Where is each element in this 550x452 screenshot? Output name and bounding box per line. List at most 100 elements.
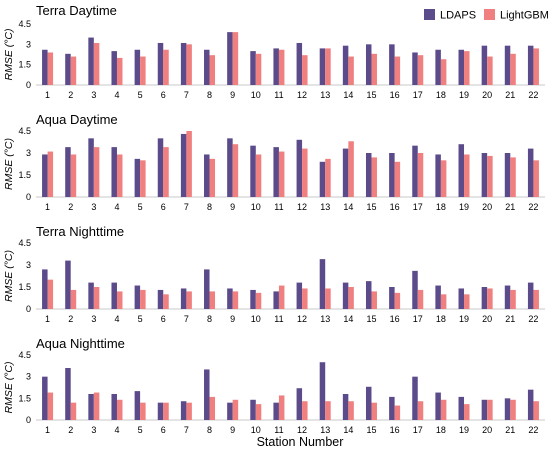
bar-lightgbm-station-9 — [232, 399, 239, 420]
bar-lightgbm-station-18 — [440, 160, 447, 197]
bar-ldaps-station-1 — [42, 49, 48, 85]
bar-lightgbm-station-18 — [440, 399, 447, 420]
bar-ldaps-station-7 — [180, 42, 187, 85]
bar-lightgbm-station-14 — [348, 141, 354, 197]
bar-lightgbm-station-4 — [116, 291, 123, 309]
y-tick-label: 1.5 — [18, 170, 31, 180]
bar-ldaps-station-11 — [273, 291, 279, 309]
bar-lightgbm-station-18 — [440, 59, 447, 85]
bar-ldaps-station-22 — [527, 282, 534, 309]
bar-lightgbm-station-11 — [278, 151, 285, 197]
x-tick-label: 8 — [207, 90, 212, 100]
y-tick-label: 3 — [26, 372, 31, 382]
bar-lightgbm-station-16 — [394, 56, 401, 85]
bar-ldaps-station-6 — [157, 138, 164, 197]
bar-lightgbm-station-5 — [140, 56, 146, 85]
bar-lightgbm-station-2 — [70, 402, 77, 420]
x-tick-label: 10 — [251, 314, 261, 324]
bar-lightgbm-station-12 — [302, 288, 308, 309]
bar-lightgbm-station-12 — [302, 401, 308, 420]
bar-lightgbm-station-22 — [533, 401, 539, 420]
bar-lightgbm-station-7 — [186, 44, 192, 85]
legend-label-ldaps: LDAPS — [440, 10, 476, 22]
bar-lightgbm-station-15 — [371, 157, 377, 197]
x-tick-label: 2 — [68, 425, 73, 435]
bar-ldaps-station-7 — [180, 288, 187, 309]
bar-lightgbm-station-4 — [116, 399, 123, 420]
x-tick-label: 11 — [274, 425, 283, 435]
x-tick-label: 8 — [207, 314, 212, 324]
bar-lightgbm-station-10 — [255, 154, 262, 197]
x-tick-label: 9 — [230, 90, 235, 100]
bar-ldaps-station-13 — [319, 48, 326, 85]
bar-ldaps-station-4 — [111, 51, 117, 85]
bar-lightgbm-station-8 — [209, 55, 216, 85]
bar-lightgbm-station-13 — [325, 288, 331, 309]
bar-lightgbm-station-10 — [255, 404, 262, 420]
bar-lightgbm-station-14 — [348, 287, 354, 309]
bar-ldaps-station-15 — [365, 44, 372, 85]
bar-ldaps-station-12 — [296, 42, 303, 85]
bar-lightgbm-station-11 — [278, 395, 285, 420]
x-tick-label: 15 — [366, 425, 376, 435]
bar-lightgbm-station-1 — [47, 392, 54, 420]
bar-lightgbm-station-14 — [348, 56, 354, 85]
y-tick-label: 4.5 — [18, 19, 31, 29]
x-tick-label: 14 — [343, 425, 353, 435]
bar-ldaps-station-17 — [412, 145, 418, 197]
x-tick-label: 15 — [366, 202, 376, 212]
x-tick-label: 3 — [91, 425, 96, 435]
y-tick-label: 1.5 — [18, 393, 31, 403]
bar-lightgbm-station-17 — [417, 153, 424, 197]
bar-lightgbm-station-17 — [417, 401, 424, 420]
panel-title: Aqua Nighttime — [36, 336, 125, 351]
bar-ldaps-station-9 — [227, 138, 233, 197]
x-tick-label: 16 — [390, 314, 400, 324]
x-axis-title: Station Number — [257, 435, 344, 449]
x-tick-label: 15 — [366, 314, 376, 324]
x-tick-label: 7 — [184, 90, 189, 100]
bar-lightgbm-station-7 — [186, 131, 192, 197]
y-tick-label: 0 — [26, 304, 31, 314]
y-tick-label: 3 — [26, 260, 31, 270]
bar-lightgbm-station-2 — [70, 154, 77, 197]
x-tick-label: 1 — [45, 314, 50, 324]
x-tick-label: 13 — [320, 314, 330, 324]
bar-lightgbm-station-9 — [232, 32, 239, 85]
x-tick-label: 18 — [436, 90, 446, 100]
bar-ldaps-station-5 — [134, 285, 141, 309]
x-tick-label: 13 — [320, 425, 330, 435]
bar-ldaps-station-7 — [180, 401, 187, 420]
bar-ldaps-station-5 — [134, 49, 141, 85]
bar-lightgbm-station-15 — [371, 291, 377, 309]
y-tick-label: 0 — [26, 415, 31, 425]
x-tick-label: 16 — [390, 425, 400, 435]
bar-lightgbm-station-16 — [394, 405, 401, 420]
bar-lightgbm-station-21 — [510, 53, 516, 85]
bar-ldaps-station-14 — [342, 394, 349, 420]
bar-lightgbm-station-21 — [510, 399, 516, 420]
bar-lightgbm-station-13 — [325, 48, 331, 85]
bar-ldaps-station-14 — [342, 45, 349, 85]
x-tick-label: 9 — [230, 202, 235, 212]
bar-ldaps-station-8 — [204, 154, 210, 197]
x-tick-label: 21 — [505, 202, 515, 212]
bar-ldaps-station-18 — [435, 285, 441, 309]
bar-ldaps-station-21 — [504, 285, 511, 309]
bar-ldaps-station-4 — [111, 147, 117, 197]
x-tick-label: 17 — [413, 425, 423, 435]
x-tick-label: 21 — [505, 314, 515, 324]
bar-lightgbm-station-12 — [302, 55, 308, 85]
bar-lightgbm-station-5 — [140, 289, 146, 309]
bar-ldaps-station-21 — [504, 45, 511, 85]
bar-lightgbm-station-7 — [186, 402, 192, 420]
y-axis-title: RMSE (°C) — [3, 138, 15, 190]
y-tick-label: 3 — [26, 39, 31, 49]
x-tick-label: 17 — [413, 90, 423, 100]
x-tick-label: 18 — [436, 425, 446, 435]
bar-lightgbm-station-20 — [487, 288, 493, 309]
bar-ldaps-station-20 — [481, 399, 488, 420]
